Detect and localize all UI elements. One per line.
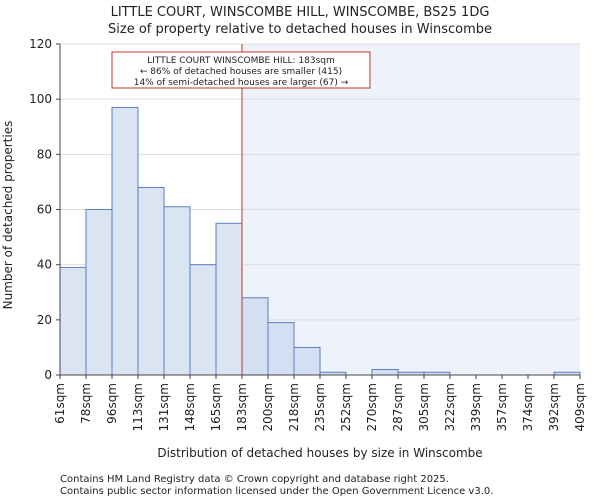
x-tick-label: 252sqm [339, 383, 353, 431]
x-axis-label: Distribution of detached houses by size … [157, 446, 482, 460]
annotation-line-1: LITTLE COURT WINSCOMBE HILL: 183sqm [147, 56, 335, 66]
annotation-line-3: 14% of semi-detached houses are larger (… [134, 78, 349, 88]
footer-line-2: Contains public sector information licen… [60, 486, 493, 497]
bar-96sqm [111, 106, 139, 376]
x-tick-label: 148sqm [183, 383, 197, 431]
x-tick-label: 218sqm [287, 383, 301, 431]
x-tick-label: 357sqm [495, 383, 509, 431]
y-tick-label: 100 [29, 92, 52, 106]
x-tick-label: 287sqm [391, 383, 405, 431]
x-tick-label: 113sqm [131, 383, 145, 431]
bar-78sqm [85, 209, 113, 376]
y-axis-label: Number of detached properties [1, 121, 15, 310]
bar-200sqm [267, 322, 295, 376]
y-tick-label: 80 [37, 147, 52, 161]
y-tick-label: 20 [37, 313, 52, 327]
chart-title: LITTLE COURT, WINSCOMBE HILL, WINSCOMBE,… [111, 5, 490, 20]
x-tick-label: 305sqm [417, 383, 431, 431]
x-tick-label: 322sqm [443, 383, 457, 431]
y-tick-label: 40 [37, 258, 52, 272]
x-tick-label: 235sqm [313, 383, 327, 431]
x-tick-label: 165sqm [209, 383, 223, 431]
x-tick-label: 183sqm [235, 383, 249, 431]
x-tick-label: 392sqm [547, 383, 561, 431]
x-tick-label: 96sqm [105, 383, 119, 424]
bar-218sqm [293, 346, 321, 376]
bar-131sqm [163, 206, 191, 376]
bar-61sqm [59, 266, 87, 376]
x-tick-label: 78sqm [79, 383, 93, 424]
x-tick-label: 374sqm [521, 383, 535, 431]
footer-line-1: Contains HM Land Registry data © Crown c… [60, 474, 449, 485]
bar-148sqm [189, 264, 217, 376]
bar-165sqm [215, 222, 243, 376]
x-tick-label: 339sqm [469, 383, 483, 431]
annotation-box [111, 51, 371, 89]
y-tick-label: 60 [37, 203, 52, 217]
annotation-line-2: ← 86% of detached houses are smaller (41… [140, 67, 342, 77]
y-tick-label: 0 [44, 368, 52, 382]
x-tick-label: 270sqm [365, 383, 379, 431]
bar-183sqm [241, 297, 269, 376]
x-tick-label: 200sqm [261, 383, 275, 431]
bar-270sqm [371, 368, 399, 376]
x-tick-label: 61sqm [53, 383, 67, 424]
y-tick-label: 120 [29, 37, 52, 51]
plot-area: 0 20 40 60 80 100 120 61sqm 78sqm 96sqm 113sqm 131s… [29, 37, 587, 431]
chart-subtitle: Size of property relative to detached ho… [108, 22, 492, 37]
x-tick-label: 409sqm [573, 383, 587, 431]
x-tick-label: 131sqm [157, 383, 171, 431]
bar-113sqm [137, 186, 165, 376]
